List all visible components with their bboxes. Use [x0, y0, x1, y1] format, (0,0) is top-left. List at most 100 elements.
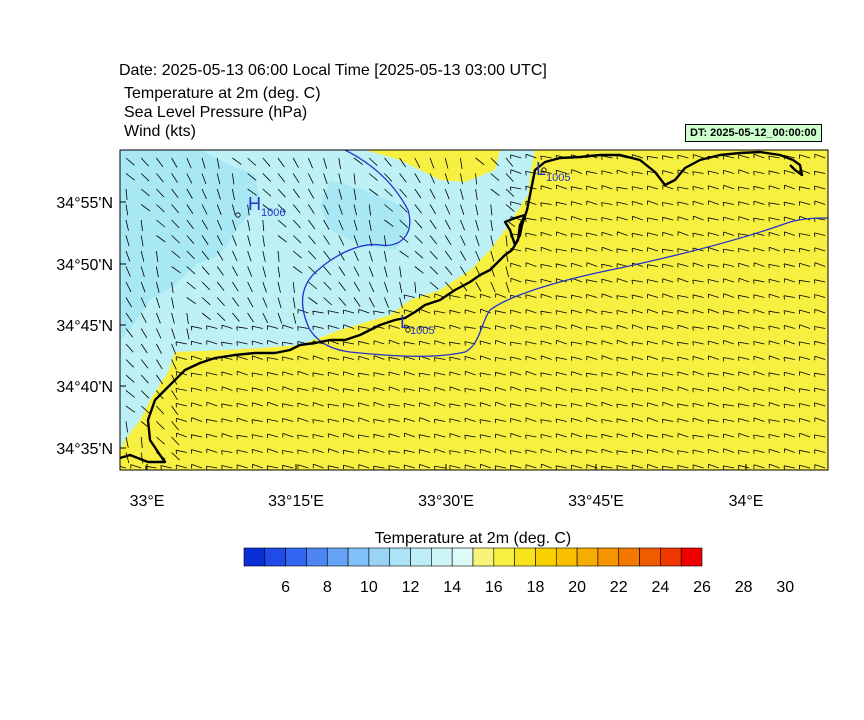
wind-barb-flag	[586, 218, 588, 223]
wind-barb	[221, 450, 233, 453]
wind-barb	[738, 262, 750, 267]
wind-barb	[571, 388, 583, 391]
wind-barb	[186, 297, 197, 305]
wind-barb	[399, 173, 407, 183]
wind-barb	[556, 339, 567, 345]
wind-barb	[267, 386, 279, 391]
wind-barb	[353, 266, 360, 277]
wind-barb	[784, 216, 795, 221]
wind-barb	[368, 188, 379, 196]
wind-barb	[140, 312, 147, 323]
wind-barb	[647, 325, 659, 329]
wind-barb-flag	[662, 419, 664, 424]
wind-barb	[323, 188, 329, 200]
wind-barb-flag	[753, 434, 755, 440]
wind-barb	[368, 250, 373, 262]
wind-barb	[540, 278, 552, 283]
wind-barb	[236, 464, 248, 469]
wind-barb	[429, 235, 438, 245]
wind-barb	[277, 250, 280, 262]
wind-barb	[617, 231, 628, 236]
wind-barb	[556, 201, 567, 205]
wind-barb	[662, 418, 674, 422]
wind-barb	[783, 248, 795, 252]
wind-barb	[753, 153, 765, 159]
wind-barb	[216, 173, 221, 185]
wind-barb-flag	[646, 373, 649, 378]
wind-barb	[490, 281, 496, 293]
wind-barb	[171, 405, 179, 416]
wind-barb	[490, 250, 495, 262]
wind-barb	[601, 278, 613, 283]
wind-barb	[292, 312, 297, 324]
wind-barb	[343, 324, 355, 329]
wind-barb	[799, 371, 811, 376]
wind-barb-flag	[221, 403, 223, 408]
wind-barb-flag	[434, 357, 436, 362]
wind-barb	[495, 386, 507, 391]
wind-barb	[262, 312, 269, 324]
wind-barb	[571, 449, 583, 453]
wind-barb	[429, 250, 438, 260]
wind-barb-flag	[798, 450, 801, 455]
lon-label: 33°15'E	[268, 493, 324, 510]
wind-barb	[237, 370, 248, 376]
colorbar-label: 22	[610, 579, 628, 596]
wind-barb	[368, 173, 378, 181]
wind-barb	[308, 188, 315, 199]
wind-barb	[738, 464, 750, 469]
wind-barb	[236, 402, 248, 407]
wind-barb	[429, 157, 435, 169]
wind-barb	[647, 200, 659, 205]
wind-barb	[388, 371, 400, 376]
wind-barb-flag	[662, 357, 664, 362]
wind-barb	[186, 157, 192, 169]
map-frame	[119, 149, 829, 471]
wind-barb	[338, 173, 342, 185]
wind-barb	[343, 388, 355, 391]
wind-barb	[308, 297, 318, 305]
wind-barb	[221, 341, 233, 345]
wind-barb	[525, 464, 537, 469]
wind-barb	[475, 219, 479, 231]
wind-barb	[540, 264, 552, 267]
wind-barb	[708, 308, 719, 314]
pressure-center-marker	[541, 167, 547, 173]
wind-barb	[632, 324, 643, 329]
wind-barb	[171, 204, 180, 214]
wind-barb	[571, 201, 583, 205]
wind-barb	[510, 450, 522, 453]
wind-barb	[414, 157, 421, 168]
wind-barb	[738, 216, 750, 221]
wind-barb	[277, 312, 283, 324]
wind-barb	[338, 188, 343, 200]
wind-barb	[677, 341, 689, 345]
wind-barb-flag	[677, 186, 679, 192]
wind-barb	[297, 464, 309, 469]
wind-barb	[328, 371, 339, 376]
wind-barb	[632, 417, 643, 422]
wind-barb-flag	[707, 372, 709, 377]
colorbar-label: 12	[402, 579, 420, 596]
wind-barb-flag	[616, 187, 618, 192]
wind-barb	[723, 386, 735, 391]
wind-barb	[586, 449, 598, 453]
colorbar: Temperature at 2m (deg. C) 6 8 10 12 14 16 18 20…	[243, 530, 794, 596]
wind-barb	[358, 402, 370, 407]
wind-barb	[449, 341, 461, 345]
wind-barb	[232, 204, 236, 216]
wind-barb-flag	[798, 186, 801, 191]
wind-barb	[221, 465, 233, 469]
lat-label: 34°50'N	[56, 257, 113, 274]
wind-barb-flag	[342, 341, 345, 346]
wind-barb	[328, 310, 339, 314]
wind-barb	[617, 278, 628, 283]
wind-barb-flag	[494, 465, 497, 470]
wind-barb	[480, 387, 491, 391]
wind-barb	[601, 401, 613, 407]
wind-barb-flag	[525, 434, 527, 440]
wind-barb	[206, 433, 218, 438]
wind-barb-flag	[449, 403, 451, 408]
wind-barb	[799, 309, 811, 314]
wind-barb	[323, 204, 329, 215]
